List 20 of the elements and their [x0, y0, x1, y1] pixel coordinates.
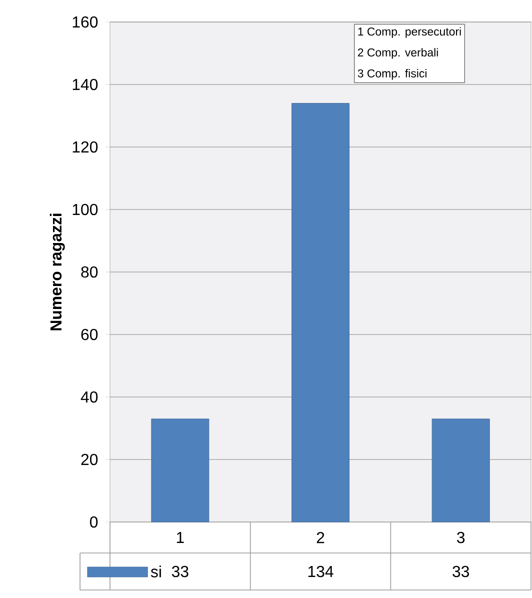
data-label: 33 [172, 566, 188, 578]
legend-label: si [150, 566, 161, 578]
y-tick-label: 120 [72, 141, 98, 153]
y-tick-label: 40 [80, 391, 98, 403]
y-tick-label: 20 [81, 454, 98, 466]
y-tick-label: 80 [81, 266, 98, 278]
x-tick-label: 1 [176, 532, 184, 543]
x-tick-label: 2 [316, 532, 324, 544]
annotation: 1 Comp. persecutori [358, 27, 461, 38]
annotation: 2 Comp. verbali [358, 48, 438, 59]
y-tick-label: 160 [72, 16, 98, 28]
y-tick-label: 100 [72, 204, 98, 216]
data-label: 134 [308, 566, 334, 578]
x-tick-label: 3 [457, 532, 465, 544]
y-tick-label: 140 [72, 78, 98, 90]
annotation: 3 Comp. fisici [358, 69, 426, 80]
data-label: 33 [452, 566, 469, 578]
y-tick-label: 60 [81, 328, 98, 340]
y-axis-title: Numero ragazzi [50, 214, 65, 330]
y-tick-label: 0 [90, 516, 98, 528]
